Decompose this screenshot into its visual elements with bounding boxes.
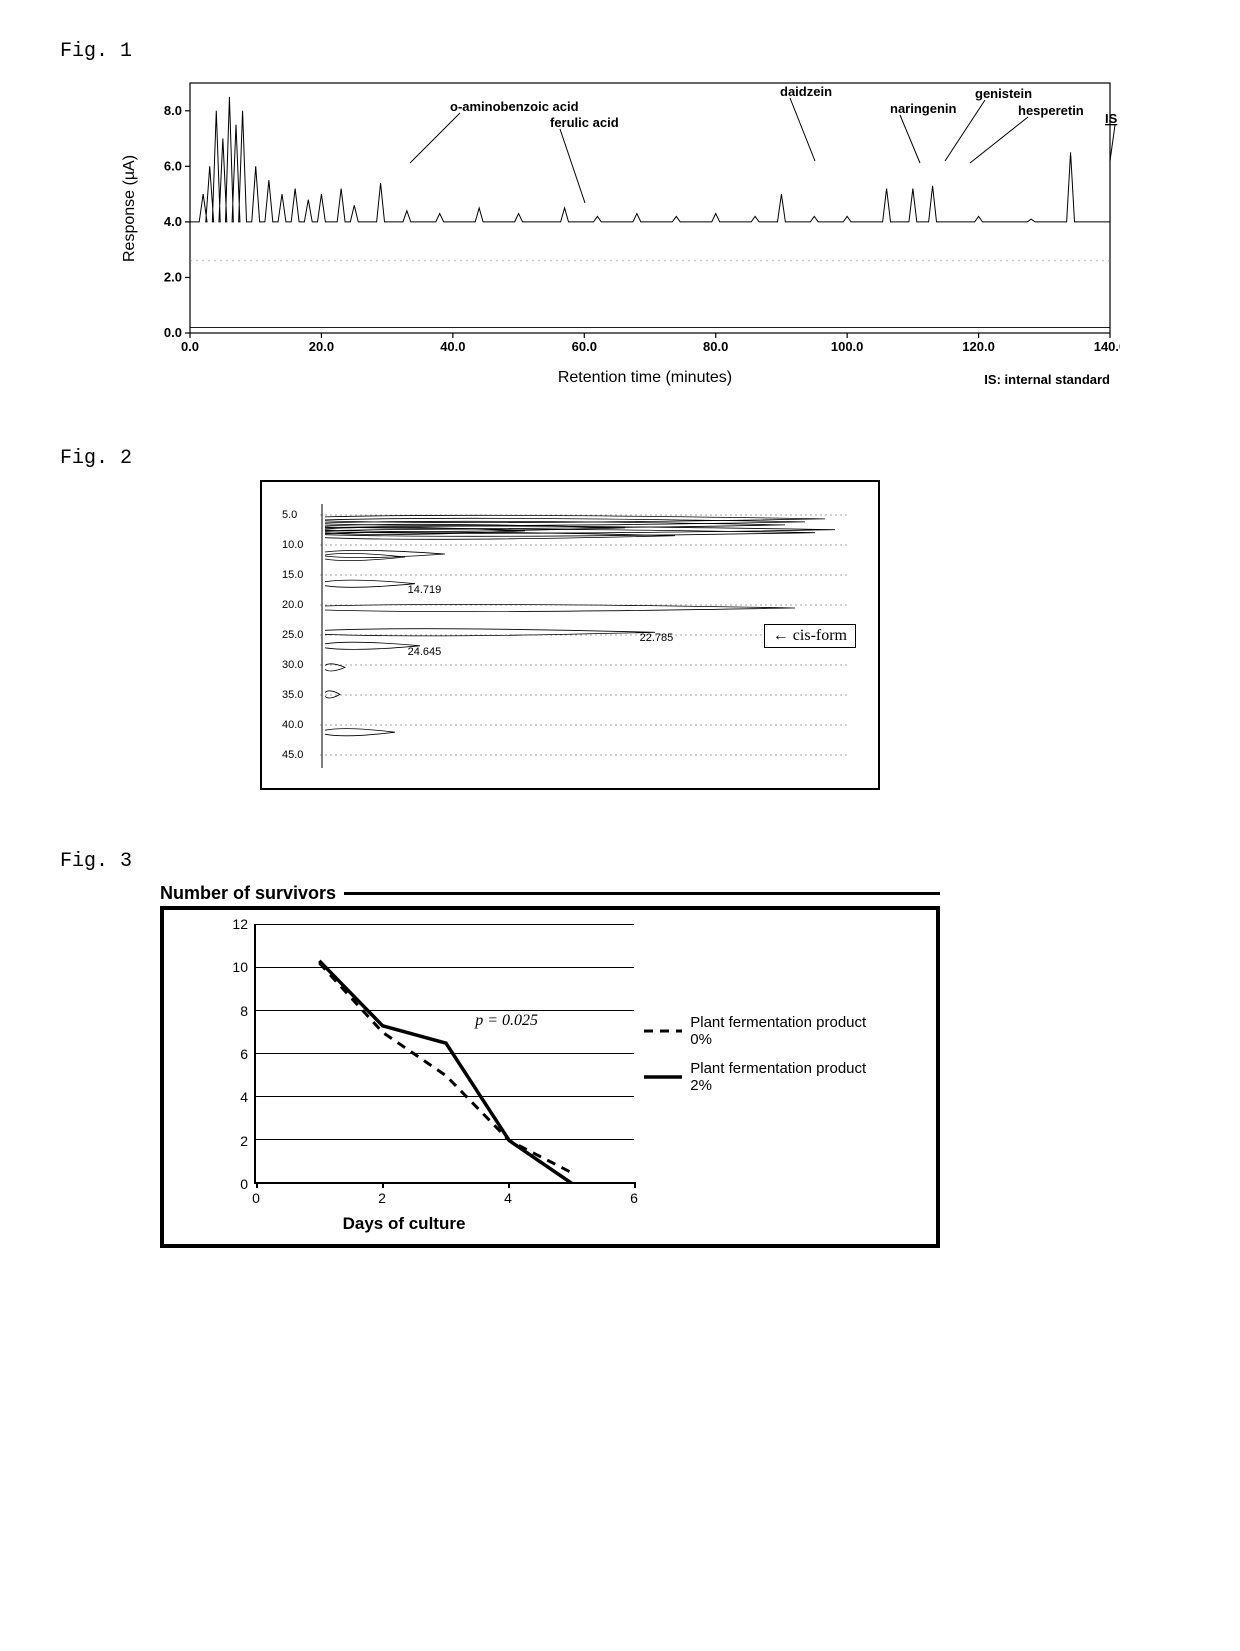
svg-text:daidzein: daidzein [780,84,832,99]
figure-2-label: Fig. 2 [60,447,1180,470]
fig2-ytick: 45.0 [282,749,303,761]
fig3-gridline [256,1010,634,1011]
svg-text:60.0: 60.0 [572,339,597,354]
svg-text:0.0: 0.0 [164,325,182,340]
fig3-legend-label: Plant fermentation product 0% [690,1014,874,1048]
figure-1: Fig. 1 Response (µA) 0.0 2.0 4.0 6.0 8.0 0.0 2… [60,40,1180,387]
fig3-ytick: 10 [232,959,248,975]
svg-text:80.0: 80.0 [703,339,728,354]
fig3-xlabel: Days of culture [214,1214,594,1234]
fig1-ylabel: Response (µA) [121,142,139,262]
fig3-legend: Plant fermentation product 0% Plant ferme… [644,1014,874,1106]
svg-text:4.0: 4.0 [164,214,182,229]
fig3-gridline [256,967,634,968]
fig3-ytick: 6 [240,1046,248,1062]
fig2-ytick: 15.0 [282,569,303,581]
svg-text:140.0: 140.0 [1094,339,1120,354]
fig3-gridline [256,1096,634,1097]
fig2-callout: ← cis-form [764,624,856,648]
svg-text:genistein: genistein [975,86,1032,101]
fig3-legend-item: Plant fermentation product 2% [644,1060,874,1094]
fig2-ytick: 40.0 [282,719,303,731]
fig3-legend-item: Plant fermentation product 0% [644,1014,874,1048]
fig3-ytick: 2 [240,1133,248,1149]
svg-text:hesperetin: hesperetin [1018,103,1084,118]
figure-2: Fig. 2 5.0 10.0 15.0 20.0 25.0 30.0 35.0 40.0 45… [60,447,1180,790]
fig3-xtick: 2 [378,1190,386,1206]
fig3-ytick: 4 [240,1089,248,1105]
fig3-ytick: 12 [232,916,248,932]
fig3-gridline [256,1139,634,1140]
fig3-title: Number of survivors [160,883,336,904]
figure-1-label: Fig. 1 [60,40,1180,63]
fig3-title-row: Number of survivors [160,883,940,904]
fig1-svg: 0.0 2.0 4.0 6.0 8.0 0.0 20.0 40.0 60.0 80.0 100.0 1… [140,73,1120,363]
fig3-gridline [256,924,634,925]
svg-text:0.0: 0.0 [181,339,199,354]
fig3-frame: 0 2 4 6 8 10 12 p = 0.025 Plant fermentation p… [160,906,940,1248]
fig3-gridline [256,1053,634,1054]
fig2-ytick: 35.0 [282,689,303,701]
fig2-ytick: 20.0 [282,599,303,611]
svg-text:o-aminobenzoic acid: o-aminobenzoic acid [450,99,579,114]
svg-text:20.0: 20.0 [309,339,334,354]
fig3-xtick: 6 [630,1190,638,1206]
fig3-yaxis: 024681012 [214,924,254,1184]
fig3-xtick: 4 [504,1190,512,1206]
fig2-plot: 5.0 10.0 15.0 20.0 25.0 30.0 35.0 40.0 45.0 14.71… [280,500,860,770]
fig3-ytick: 0 [240,1176,248,1192]
svg-text:40.0: 40.0 [440,339,465,354]
svg-text:6.0: 6.0 [164,158,182,173]
fig1-footnote: IS: internal standard [878,372,1111,387]
fig3-xtick-mark [634,1182,636,1188]
figure-3: Fig. 3 Number of survivors 0 2 4 6 8 10 12 p =… [60,850,1180,1248]
fig2-ytick: 10.0 [282,539,303,551]
fig2-frame: 5.0 10.0 15.0 20.0 25.0 30.0 35.0 40.0 45.0 14.71… [260,480,880,790]
svg-text:ferulic acid: ferulic acid [550,115,619,130]
fig2-ytick: 25.0 [282,629,303,641]
fig3-legend-label: Plant fermentation product 2% [690,1060,874,1094]
fig3-plot: 024681012 p = 0.025 Plant fermentation p… [214,924,926,1184]
fig3-svg [256,924,636,1184]
fig2-peak-value: 22.785 [640,632,674,644]
figure-3-label: Fig. 3 [60,850,1180,873]
fig2-ytick: 5.0 [282,509,297,521]
fig2-ytick: 30.0 [282,659,303,671]
svg-text:100.0: 100.0 [831,339,864,354]
svg-text:2.0: 2.0 [164,269,182,284]
fig2-peak-value: 24.645 [408,646,442,658]
fig3-xtick-mark [382,1182,384,1188]
fig3-area: p = 0.025 Plant fermentation product 0%P… [254,924,634,1184]
fig3-pvalue: p = 0.025 [475,1012,538,1030]
svg-text:IS: IS [1105,111,1118,126]
fig3-ytick: 8 [240,1003,248,1019]
fig3-xtick-mark [256,1182,258,1188]
figure-1-chart: Response (µA) 0.02.04.06.08.00.020.040.0… [140,73,1120,387]
fig3-xtick: 0 [252,1190,260,1206]
fig3-title-rule [344,892,940,895]
svg-text:naringenin: naringenin [890,101,957,116]
svg-text:8.0: 8.0 [164,103,182,118]
svg-text:120.0: 120.0 [962,339,995,354]
fig1-xlabel: Retention time (minutes) [413,369,878,387]
fig3-xtick-mark [508,1182,510,1188]
fig2-peak-value: 14.719 [408,584,442,596]
